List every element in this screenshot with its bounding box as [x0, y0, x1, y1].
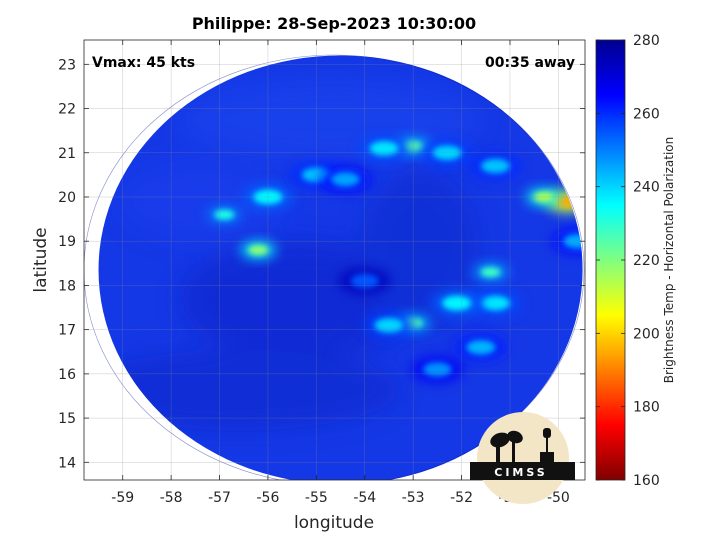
y-tick-label: 18 — [58, 278, 76, 294]
brightness-feature — [431, 290, 483, 316]
logo-text: CIMSS — [494, 466, 547, 479]
x-tick-label: -59 — [111, 490, 134, 506]
microwave-scan-swath — [98, 55, 583, 480]
x-tick-label: -53 — [402, 490, 425, 506]
y-tick-label: 16 — [58, 367, 76, 383]
time-away-annotation: 00:35 away — [485, 55, 575, 71]
x-tick-label: -58 — [160, 490, 183, 506]
brightness-feature — [411, 356, 463, 383]
y-tick-label: 21 — [58, 146, 76, 162]
brightness-feature — [455, 334, 507, 361]
x-tick-label: -54 — [353, 490, 376, 506]
x-tick-label: -57 — [208, 490, 231, 506]
brightness-feature — [339, 268, 391, 294]
brightness-feature — [363, 312, 415, 339]
colorbar-label: Brightness Temp - Horizontal Polarizatio… — [662, 137, 676, 384]
colorbar-tick-label: 220 — [633, 253, 660, 269]
y-tick-label: 14 — [58, 455, 76, 471]
colorbar-tick-label: 160 — [633, 473, 660, 489]
brightness-feature — [526, 188, 562, 206]
x-tick-label: -56 — [257, 490, 280, 506]
figure-title: Philippe: 28-Sep-2023 10:30:00 — [192, 14, 476, 33]
cimss-logo: CIMSS — [470, 412, 575, 504]
y-axis-label: latitude — [31, 227, 51, 292]
brightness-feature — [240, 241, 276, 259]
colorbar-tick-label: 260 — [633, 106, 660, 122]
plot-frame — [83, 39, 586, 481]
x-tick-label: -52 — [450, 490, 473, 506]
y-tick-label: 23 — [58, 57, 76, 73]
colorbar-tick-label: 200 — [633, 326, 660, 342]
brightness-feature — [319, 166, 371, 193]
grid-lines — [84, 40, 585, 480]
vmax-annotation: Vmax: 45 kts — [92, 55, 195, 71]
x-axis-label: longitude — [294, 513, 374, 533]
y-tick-label: 19 — [58, 234, 76, 250]
colorbar-tick-label: 240 — [633, 180, 660, 196]
y-tick-label: 20 — [58, 190, 76, 206]
brightness-feature — [473, 263, 509, 281]
y-tick-label: 17 — [58, 323, 76, 339]
y-tick-label: 22 — [58, 102, 76, 118]
y-tick-label: 15 — [58, 411, 76, 427]
brightness-feature — [206, 205, 242, 224]
brightness-feature — [242, 184, 294, 210]
colorbar-tick-label: 180 — [633, 400, 660, 416]
y-axis-ticks: 14 15 16 17 18 19 20 21 22 23 — [58, 57, 585, 471]
brightness-feature — [469, 153, 522, 179]
x-tick-label: -55 — [305, 490, 328, 506]
brightness-feature — [552, 228, 583, 255]
brightness-feature — [358, 135, 410, 162]
colorbar-tick-label: 280 — [633, 33, 660, 49]
colorbar: 160 180 200 220 240 260 280 Brightness Temp - … — [595, 33, 676, 489]
brightness-feature — [421, 139, 473, 166]
brightness-feature — [469, 290, 522, 316]
x-tick-label: -50 — [547, 490, 570, 506]
